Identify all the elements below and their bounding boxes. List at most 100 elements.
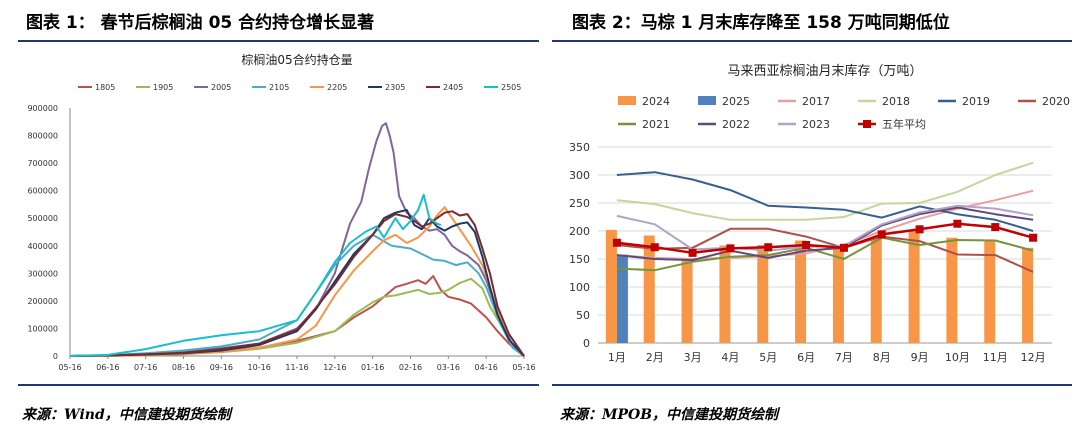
y-tick-label: 0 xyxy=(53,352,58,361)
x-tick-label: 2月 xyxy=(646,351,664,364)
series-line-1905 xyxy=(69,277,525,357)
series-line-2505 xyxy=(69,193,442,357)
series-line-2020 xyxy=(616,227,1034,273)
right-header-rule xyxy=(552,40,1072,42)
legend-label: 2105 xyxy=(269,83,289,92)
bar-2024 xyxy=(832,246,844,343)
x-tick-label: 5月 xyxy=(759,351,777,364)
chart-title: 马来西亚棕榈油月末库存（万吨） xyxy=(727,63,922,79)
left-header-rule xyxy=(18,40,539,42)
avg-point xyxy=(726,244,735,253)
bar-2024 xyxy=(757,245,769,343)
x-tick-label: 4月 xyxy=(721,351,739,364)
x-tick-label: 05-16 xyxy=(512,363,535,372)
legend-label: 1805 xyxy=(95,83,115,92)
left-footer-rule xyxy=(18,384,539,386)
left-chart: 棕榈油05合约持仓量 1805 1905 2005 2105 2205 2305 2405 25… xyxy=(27,52,535,372)
y-tick-label: 50 xyxy=(576,309,590,322)
legend-label: 2005 xyxy=(211,83,231,92)
series-line-2405 xyxy=(69,210,525,357)
y-tick-label: 200000 xyxy=(27,297,58,306)
avg-point xyxy=(953,219,962,228)
y-tick-label: 350 xyxy=(569,141,590,154)
left-source-note: 来源：Wind，中信建投期货绘制 xyxy=(22,407,231,423)
x-tick-label: 7月 xyxy=(835,351,853,364)
legend-label: 2025 xyxy=(722,95,750,108)
x-tick-label: 10-16 xyxy=(248,363,271,372)
y-tick-label: 300 xyxy=(569,169,590,182)
avg-point xyxy=(1029,233,1038,242)
legend-marker xyxy=(863,120,871,128)
bar-2024 xyxy=(795,240,807,343)
y-tick-label: 400000 xyxy=(27,242,58,251)
legend-label: 2019 xyxy=(962,95,990,108)
y-tick-label: 900000 xyxy=(27,104,58,113)
x-tick-label: 11-16 xyxy=(285,363,308,372)
legend-label: 2024 xyxy=(642,95,670,108)
x-tick-label: 03-16 xyxy=(437,363,460,372)
y-tick-label: 100000 xyxy=(27,324,58,333)
legend-label: 2018 xyxy=(882,95,910,108)
legend-label: 2405 xyxy=(443,83,463,92)
bar-2024 xyxy=(908,231,920,343)
x-tick-label: 1月 xyxy=(608,351,626,364)
avg-point xyxy=(991,223,1000,232)
y-tick-label: 600000 xyxy=(27,187,58,196)
avg-point xyxy=(915,225,924,234)
x-tick-label: 11月 xyxy=(983,351,1008,364)
x-tick-label: 12月 xyxy=(1021,351,1046,364)
right-figure-header: 图表 2：马棕 1 月末库存降至 158 万吨同期低位 xyxy=(572,13,950,33)
left-figure-header: 图表 1： 春节后棕榈油 05 合约持仓增长显著 xyxy=(26,13,375,33)
right-footer-rule xyxy=(552,384,1072,386)
series-line-2021 xyxy=(616,236,1034,272)
avg-point xyxy=(839,243,848,252)
series-line-2305 xyxy=(69,209,525,357)
avg-point xyxy=(688,248,697,257)
legend-label: 2023 xyxy=(802,118,830,131)
bar-2024 xyxy=(719,245,731,343)
x-tick-label: 05-16 xyxy=(58,363,81,372)
bar-2024 xyxy=(1022,247,1034,343)
x-tick-label: 07-16 xyxy=(134,363,157,372)
x-tick-label: 02-16 xyxy=(399,363,422,372)
x-tick-label: 3月 xyxy=(684,351,702,364)
y-tick-label: 700000 xyxy=(27,159,58,168)
y-tick-label: 200 xyxy=(569,225,590,238)
legend-label: 五年平均 xyxy=(882,117,926,131)
x-tick-label: 10月 xyxy=(945,351,970,364)
avg-point xyxy=(877,230,886,239)
series-line-五年平均 xyxy=(616,222,1034,255)
avg-point xyxy=(612,238,621,247)
series-line-2105 xyxy=(69,233,525,357)
legend-label: 2021 xyxy=(642,118,670,131)
legend-label: 2022 xyxy=(722,118,750,131)
avg-point xyxy=(802,241,811,249)
y-tick-label: 150 xyxy=(569,253,590,266)
x-tick-label: 08-16 xyxy=(172,363,195,372)
x-tick-label: 01-16 xyxy=(361,363,384,372)
x-tick-label: 6月 xyxy=(797,351,815,364)
chart-title: 棕榈油05合约持仓量 xyxy=(241,52,352,67)
avg-point xyxy=(650,243,659,252)
right-chart: 马来西亚棕榈油月末库存（万吨） 2024 2025 2017 2018 2019 2020 2… xyxy=(569,63,1070,364)
legend-label: 2017 xyxy=(802,95,830,108)
bar-2025 xyxy=(616,254,628,343)
legend-label: 2020 xyxy=(1042,95,1070,108)
right-source-note: 来源：MPOB，中信建投期货绘制 xyxy=(560,407,779,423)
avg-point xyxy=(764,243,773,252)
y-tick-label: 100 xyxy=(569,281,590,294)
y-tick-label: 800000 xyxy=(27,132,58,141)
x-tick-label: 04-16 xyxy=(475,363,498,372)
bar-2024 xyxy=(681,260,693,343)
series-line-2205 xyxy=(70,206,525,357)
series-line-2018 xyxy=(616,161,1034,221)
y-tick-label: 250 xyxy=(569,197,590,210)
bar-2024 xyxy=(643,235,655,343)
bar-2024 xyxy=(605,229,617,343)
legend-label: 2205 xyxy=(327,83,347,92)
x-tick-label: 9月 xyxy=(911,351,929,364)
bar-2024 xyxy=(946,237,958,343)
x-tick-label: 12-16 xyxy=(323,363,346,372)
series-line-2022 xyxy=(616,206,1034,262)
x-tick-label: 06-16 xyxy=(96,363,119,372)
